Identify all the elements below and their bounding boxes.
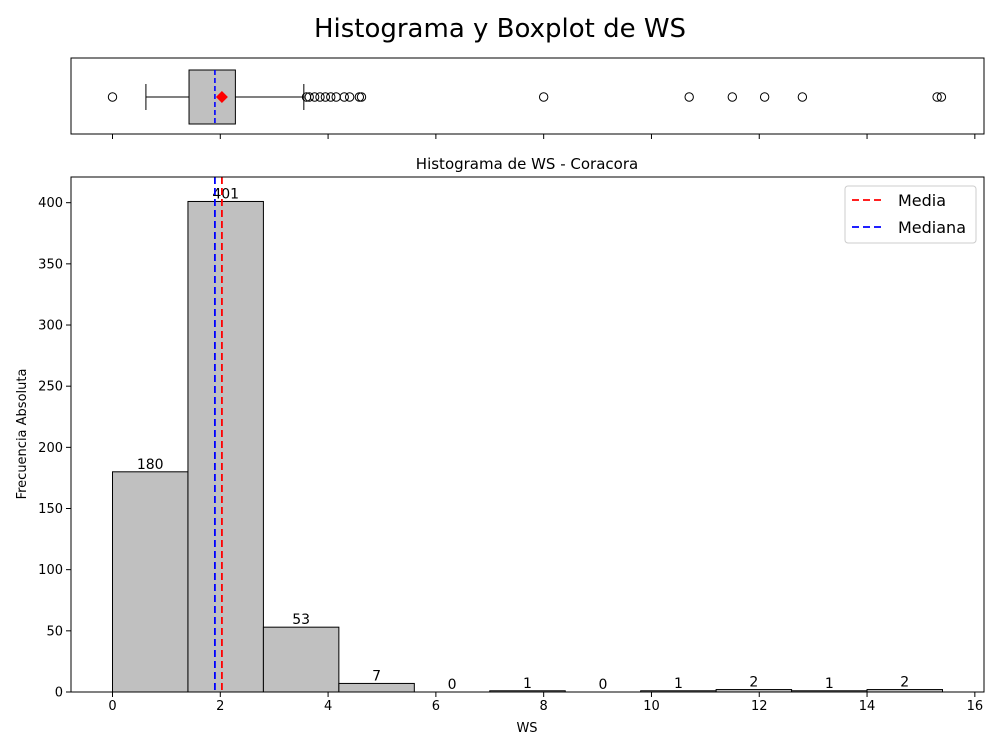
outlier-point — [315, 92, 325, 102]
x-tick-label: 4 — [324, 699, 332, 714]
outlier-point — [936, 92, 947, 102]
boxplot-frame — [70, 57, 985, 135]
histogram-bar — [338, 682, 415, 693]
x-tick-label: 0 — [108, 699, 116, 714]
legend-mediana-label: Mediana — [898, 218, 966, 237]
legend-media-label: Media — [898, 191, 946, 210]
outlier-point — [354, 92, 365, 102]
bar-value-label: 401 — [212, 186, 239, 202]
box — [188, 69, 236, 125]
outlier-point — [356, 92, 367, 102]
outlier-point — [538, 92, 549, 102]
bar-value-label: 53 — [292, 612, 310, 628]
x-tick-label: 2 — [216, 699, 224, 714]
y-tick-label: 300 — [38, 319, 63, 334]
outlier-point — [344, 92, 355, 102]
histogram-panel: Histograma de WS - Coracora WS Frecuenci… — [15, 155, 985, 736]
outlier-point — [304, 92, 314, 102]
x-tick-label: 10 — [643, 699, 660, 714]
x-tick-label: 16 — [967, 699, 984, 714]
outlier-point — [320, 92, 331, 102]
histogram-bar — [112, 471, 189, 693]
x-tick-label: 8 — [540, 699, 548, 714]
y-tick-label: 200 — [38, 441, 63, 456]
y-tick-label: 400 — [38, 196, 63, 211]
figure-title: Histograma y Boxplot de WS — [314, 14, 686, 44]
outlier-point — [309, 92, 320, 102]
y-tick-label: 350 — [38, 257, 63, 272]
histogram-bar — [187, 200, 264, 693]
histogram-frame — [70, 176, 985, 693]
bar-value-label: 0 — [598, 677, 607, 693]
bar-value-label: 1 — [825, 676, 834, 692]
outlier-point — [727, 92, 738, 102]
outlier-point — [932, 92, 942, 102]
y-tick-label: 100 — [38, 563, 63, 578]
outlier-point — [339, 92, 349, 102]
x-tick-label: 14 — [859, 699, 876, 714]
legend: Media Mediana — [844, 185, 977, 244]
x-axis-label: WS — [516, 721, 537, 736]
bar-value-label: 0 — [448, 677, 457, 693]
y-tick-label: 50 — [46, 624, 63, 639]
bar-value-label: 2 — [900, 675, 909, 691]
outlier-point — [684, 92, 694, 102]
bar-value-label: 180 — [137, 457, 164, 473]
outlier-point — [331, 92, 341, 102]
y-tick-label: 250 — [38, 380, 63, 395]
outlier-point — [759, 92, 770, 102]
boxplot-panel — [70, 57, 985, 139]
bar-value-label: 2 — [749, 675, 758, 691]
x-tick-label: 6 — [432, 699, 440, 714]
bar-value-label: 1 — [674, 676, 683, 692]
outlier-point — [797, 92, 808, 102]
x-tick-label: 12 — [751, 699, 768, 714]
y-axis-label: Frecuencia Absoluta — [15, 369, 30, 500]
bar-value-label: 7 — [372, 668, 381, 684]
outlier-point — [107, 92, 118, 102]
y-tick-label: 0 — [55, 686, 63, 701]
y-tick-label: 150 — [38, 502, 63, 517]
histogram-title: Histograma de WS - Coracora — [416, 155, 638, 173]
histogram-bar — [262, 626, 340, 693]
mean-marker — [215, 91, 228, 103]
bar-value-label: 1 — [523, 676, 532, 692]
outlier-point — [326, 92, 336, 102]
